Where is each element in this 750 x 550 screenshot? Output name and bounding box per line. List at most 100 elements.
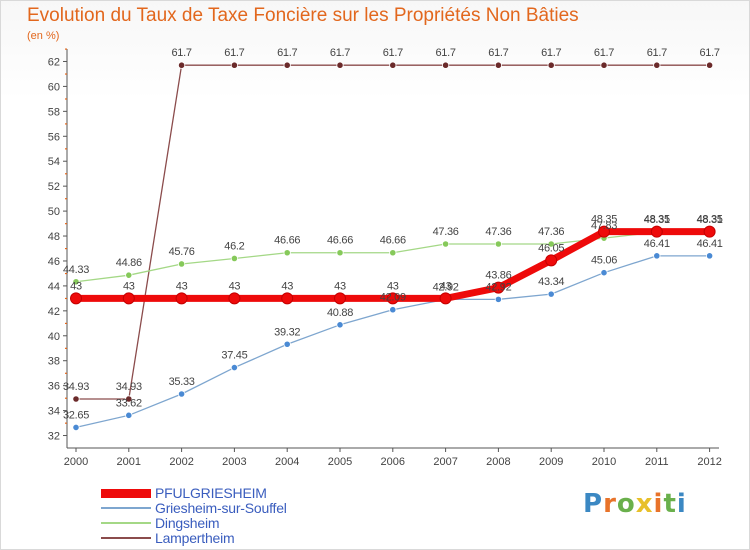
data-point-dingsheim: [125, 271, 133, 279]
data-point-dingsheim: [72, 278, 80, 286]
data-label-pfulgriesheim: 48.35: [591, 214, 617, 226]
legend-swatch-griesheim-sur-souffel: [101, 507, 151, 509]
data-label-lampertheim: 61.7: [647, 47, 667, 59]
logo-letter: t: [663, 489, 677, 519]
data-label-griesheim-sur-souffel: 43.34: [538, 276, 564, 288]
legend-item-pfulgriesheim: PFULGRIESHEIM: [101, 485, 341, 501]
data-point-griesheim-sur-souffel: [230, 363, 238, 372]
legend-swatch-lampertheim: [101, 537, 151, 539]
x-tick-label: 2001: [117, 456, 141, 468]
data-label-dingsheim: 48.31: [697, 214, 723, 226]
data-point-pfulgriesheim: [334, 292, 346, 305]
legend-label-griesheim-sur-souffel: Griesheim-sur-Souffel: [155, 500, 287, 516]
x-tick-label: 2008: [486, 456, 510, 468]
y-tick-label: 56: [48, 131, 60, 143]
data-point-pfulgriesheim: [703, 225, 716, 238]
x-tick-label: 2006: [381, 456, 405, 468]
y-minor-tick: [65, 422, 67, 424]
y-tick-label: 60: [48, 81, 60, 93]
data-label-pfulgriesheim: 43: [229, 280, 241, 292]
y-minor-tick: [65, 347, 67, 349]
data-point-lampertheim: [336, 61, 344, 69]
y-tick-label: 58: [48, 106, 60, 118]
y-minor-tick: [65, 248, 67, 250]
logo-letter: i: [653, 489, 664, 519]
data-label-lampertheim: 34.93: [63, 381, 89, 393]
x-tick-label: 2002: [169, 456, 193, 468]
data-point-dingsheim: [178, 260, 186, 268]
y-tick-label: 36: [48, 381, 60, 393]
data-point-griesheim-sur-souffel: [653, 252, 661, 260]
y-tick-label: 32: [48, 431, 60, 443]
x-tick-label: 2000: [64, 456, 88, 468]
data-label-dingsheim: 45.76: [169, 246, 195, 258]
chart-title: Evolution du Taux de Taxe Foncière sur l…: [27, 5, 579, 26]
data-point-griesheim-sur-souffel: [705, 252, 714, 260]
data-label-lampertheim: 61.7: [277, 47, 297, 59]
data-label-dingsheim: 46.66: [327, 235, 353, 247]
logo-letter: i: [676, 489, 687, 519]
data-point-lampertheim: [653, 61, 661, 69]
data-label-lampertheim: 34.93: [116, 381, 142, 393]
data-point-dingsheim: [547, 240, 555, 248]
data-point-lampertheim: [705, 61, 714, 69]
data-label-dingsheim: 46.66: [380, 235, 406, 247]
data-label-lampertheim: 61.7: [330, 47, 350, 59]
data-label-pfulgriesheim: 43: [440, 280, 452, 292]
y-tick-label: 54: [48, 156, 60, 168]
data-label-pfulgriesheim: 43: [123, 280, 135, 292]
legend-label-pfulgriesheim: PFULGRIESHEIM: [155, 485, 267, 501]
y-minor-tick: [65, 397, 67, 399]
y-tick-label: 38: [48, 356, 60, 368]
y-tick-label: 50: [48, 206, 60, 218]
proxiti-logo: Proxiti: [583, 489, 687, 519]
logo-letter: x: [635, 489, 654, 519]
legend-item-lampertheim: Lampertheim: [101, 530, 341, 546]
y-tick-label: 44: [48, 281, 60, 293]
data-label-lampertheim: 61.7: [383, 47, 403, 59]
data-label-pfulgriesheim: 43: [281, 280, 293, 292]
data-point-lampertheim: [230, 61, 238, 69]
y-tick-label: 48: [48, 231, 60, 243]
data-point-griesheim-sur-souffel: [178, 390, 186, 398]
data-label-dingsheim: 44.86: [116, 257, 142, 269]
data-label-lampertheim: 61.7: [488, 47, 508, 59]
logo-letter: o: [616, 489, 636, 519]
data-point-pfulgriesheim: [228, 292, 241, 305]
data-point-pfulgriesheim: [281, 292, 294, 305]
x-tick-label: 2003: [222, 456, 246, 468]
y-minor-tick: [65, 98, 67, 100]
y-minor-tick: [65, 148, 67, 150]
data-point-griesheim-sur-souffel: [547, 290, 555, 298]
data-point-pfulgriesheim: [492, 281, 505, 294]
data-label-griesheim-sur-souffel: 37.45: [221, 350, 247, 362]
data-label-pfulgriesheim: 43: [176, 280, 188, 292]
data-point-pfulgriesheim: [439, 292, 452, 305]
y-minor-tick: [65, 173, 67, 175]
data-point-griesheim-sur-souffel: [600, 269, 608, 277]
data-label-griesheim-sur-souffel: 46.41: [644, 238, 670, 250]
y-tick-label: 52: [48, 181, 60, 193]
y-minor-tick: [65, 123, 67, 125]
data-point-dingsheim: [494, 240, 502, 248]
data-label-pfulgriesheim: 43: [70, 280, 82, 292]
data-point-dingsheim: [283, 249, 291, 257]
data-label-lampertheim: 61.7: [541, 47, 561, 59]
data-label-dingsheim: 44.33: [63, 264, 89, 276]
data-point-dingsheim: [441, 240, 450, 248]
logo-letter: r: [603, 489, 617, 519]
data-point-griesheim-sur-souffel: [494, 295, 502, 303]
y-minor-tick: [65, 48, 67, 50]
data-label-griesheim-sur-souffel: 46.41: [697, 238, 723, 250]
data-point-dingsheim: [389, 249, 397, 257]
y-tick-label: 34: [48, 406, 60, 418]
data-point-griesheim-sur-souffel: [336, 321, 344, 329]
y-minor-tick: [65, 272, 67, 275]
x-tick-label: 2005: [328, 456, 352, 468]
x-tick-label: 2010: [592, 456, 616, 468]
data-label-lampertheim: 61.7: [435, 47, 455, 59]
data-label-dingsheim: 47.36: [485, 226, 511, 238]
data-point-dingsheim: [230, 254, 238, 263]
data-point-griesheim-sur-souffel: [125, 411, 133, 419]
